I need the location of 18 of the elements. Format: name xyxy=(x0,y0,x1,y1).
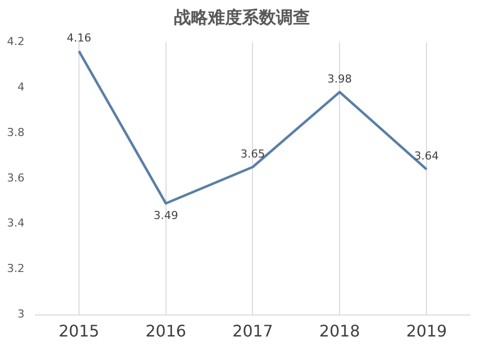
y-tick-label: 3.6 xyxy=(6,171,24,184)
data-label: 3.64 xyxy=(414,150,439,163)
x-tick-label: 2019 xyxy=(406,322,447,341)
x-tick-label: 2016 xyxy=(145,322,186,341)
x-tick-label: 2015 xyxy=(58,322,100,341)
data-label: 3.49 xyxy=(154,208,178,222)
chart-title: 战略难度系数调查 xyxy=(173,7,311,29)
data-label: 4.16 xyxy=(66,31,92,44)
y-tick-label: 3.4 xyxy=(6,216,24,230)
y-tick-label: 4 xyxy=(17,80,24,94)
x-tick-label: 2017 xyxy=(232,322,274,341)
y-tick-label: 3.8 xyxy=(6,126,24,139)
y-tick-label: 3.2 xyxy=(6,262,24,276)
x-tick-label: 2018 xyxy=(319,322,360,341)
y-tick-label: 3 xyxy=(17,308,24,321)
data-label: 3.65 xyxy=(240,147,265,160)
y-tick-label: 4.2 xyxy=(6,34,24,48)
data-label: 3.98 xyxy=(327,72,352,86)
